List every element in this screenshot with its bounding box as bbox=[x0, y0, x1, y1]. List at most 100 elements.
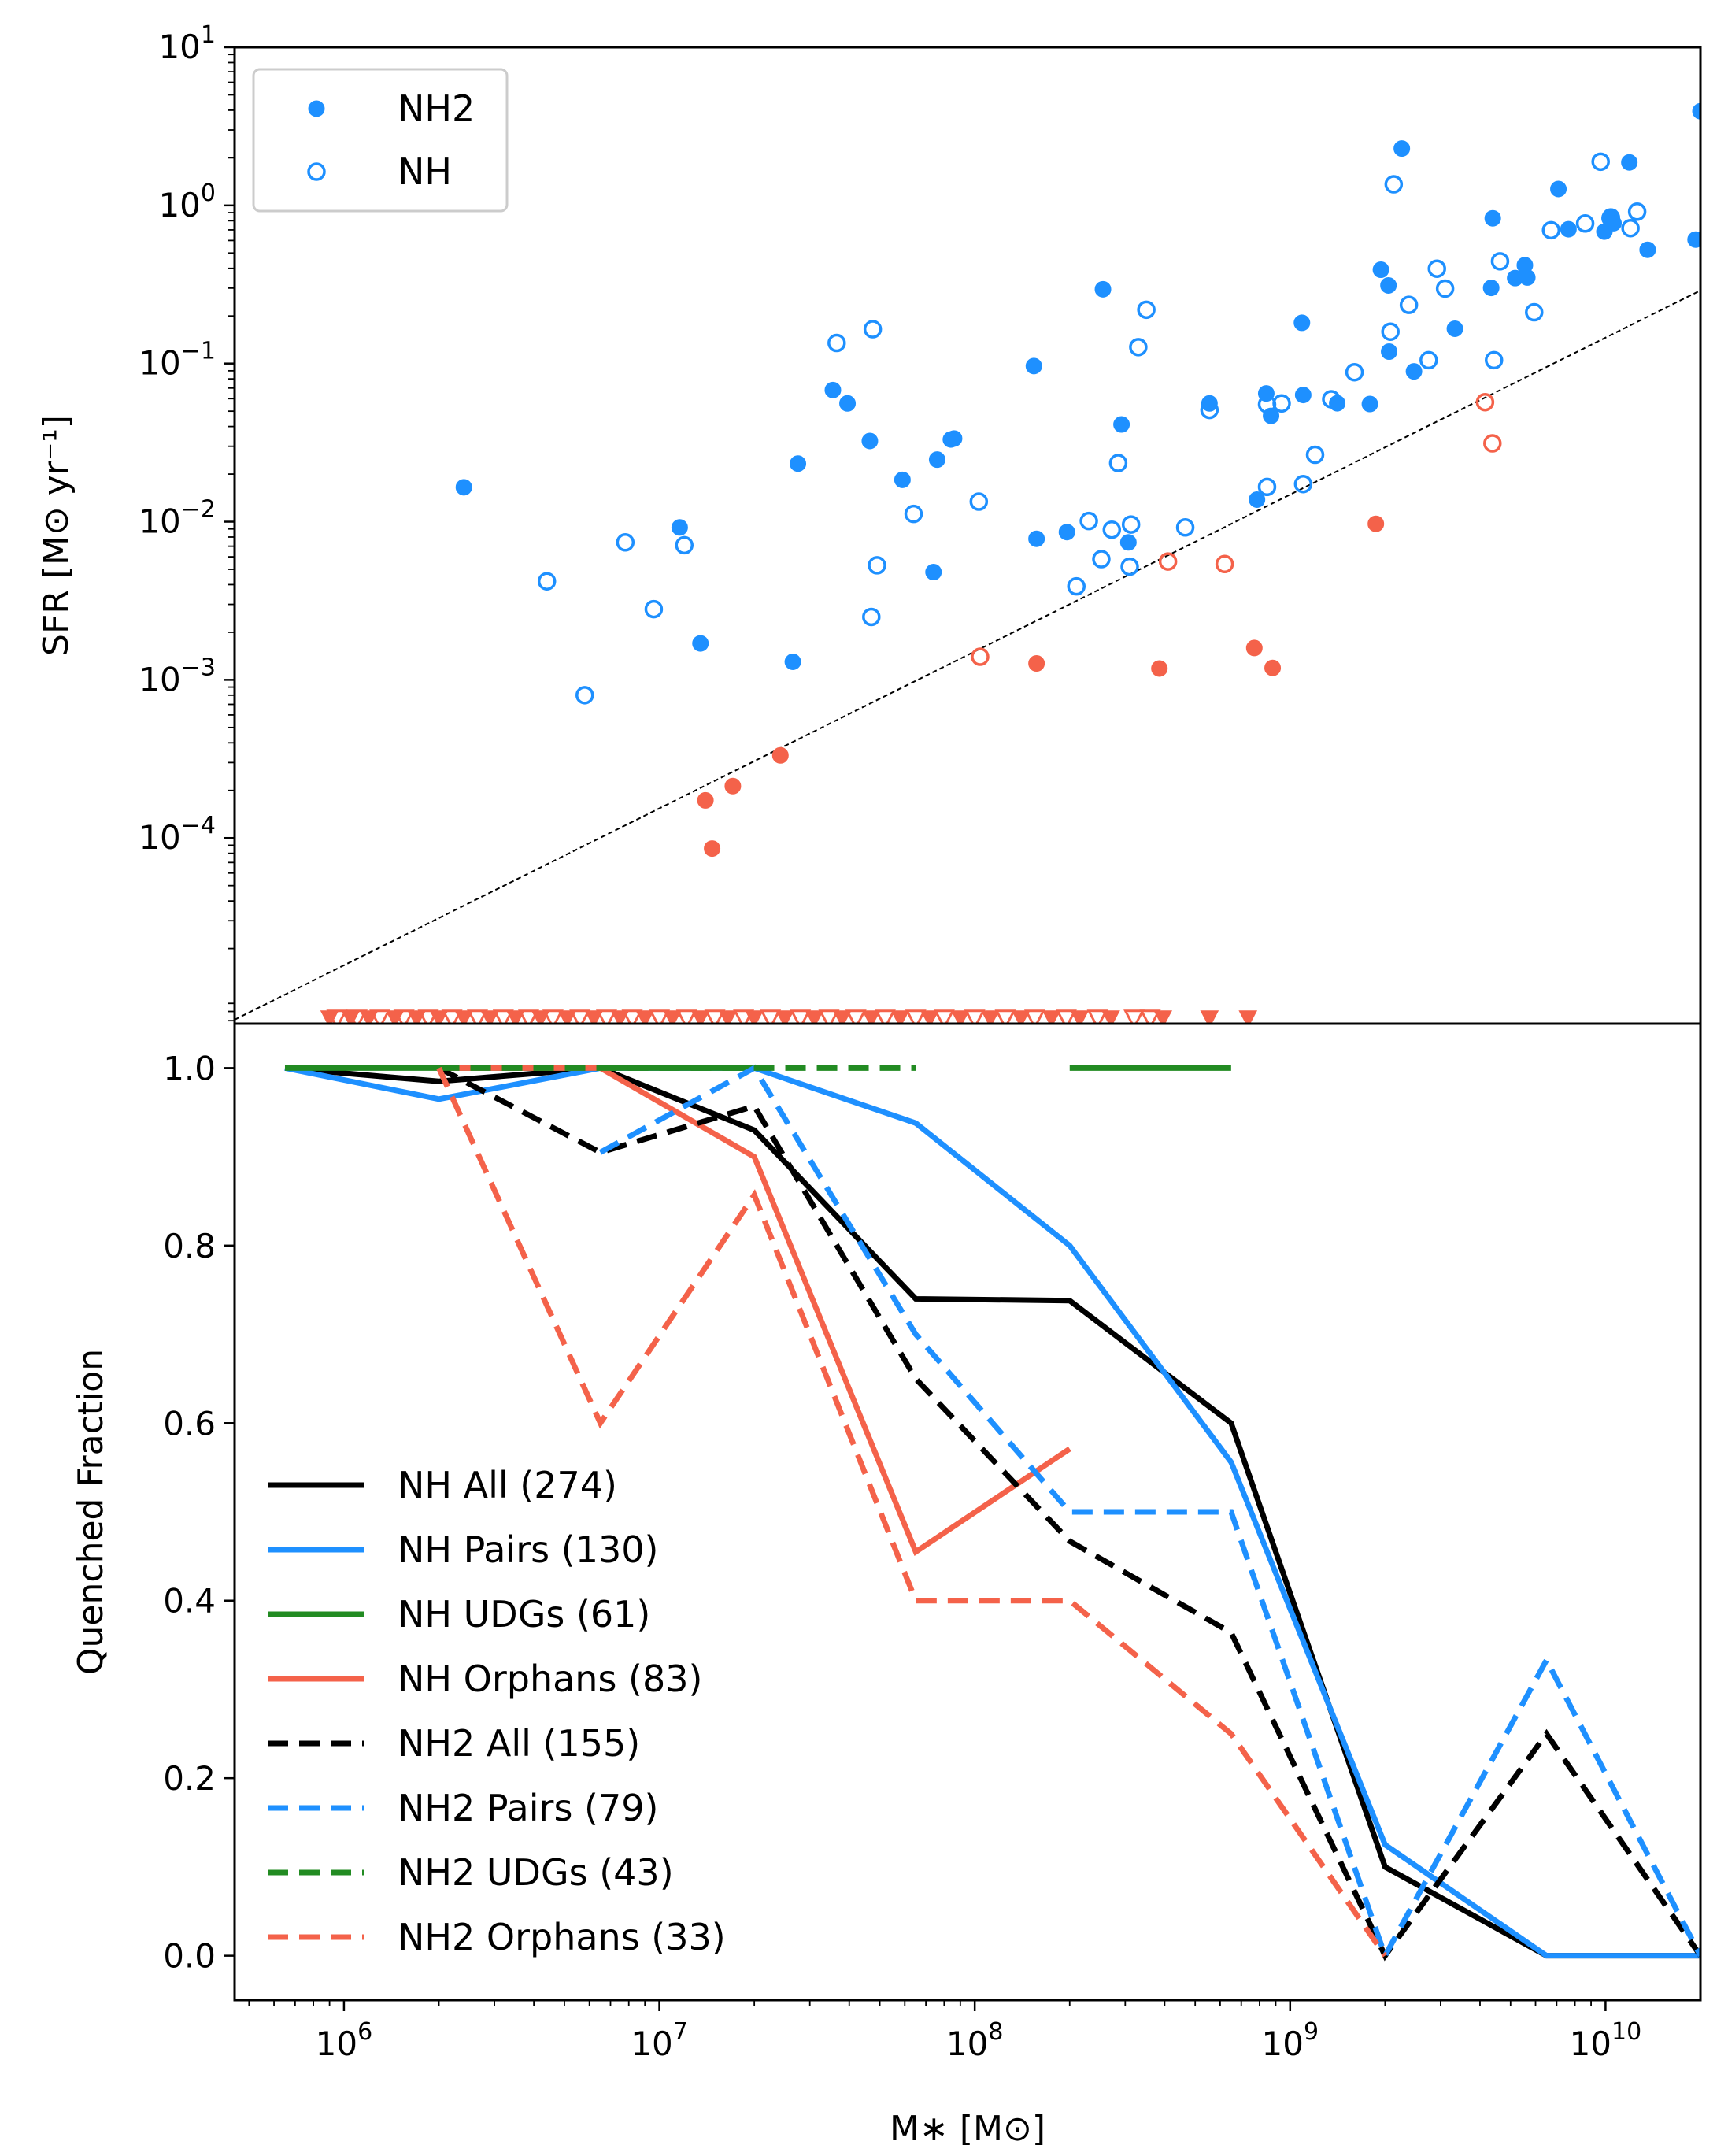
nh-star-forming-point bbox=[1525, 302, 1544, 322]
nh2-orphans-33-line bbox=[436, 1066, 1388, 1958]
nh-upper-limit-point bbox=[1086, 1009, 1108, 1024]
nh-star-forming-point bbox=[862, 607, 881, 627]
nh2-star-forming-point bbox=[1028, 530, 1045, 547]
nh-upper-limit-point bbox=[417, 1009, 439, 1024]
nh-star-forming-point bbox=[1627, 202, 1647, 221]
nh-upper-limit-point bbox=[1023, 1009, 1045, 1024]
nh-star-forming-point bbox=[1484, 350, 1504, 370]
nh-star-forming-point bbox=[904, 504, 923, 524]
nh-star-forming-point bbox=[1272, 394, 1291, 413]
nh2-quenched-point bbox=[1151, 660, 1168, 677]
top-y-tick-label: 10−3 bbox=[139, 654, 216, 698]
nh-star-forming-point bbox=[1490, 252, 1510, 271]
x-tick-label: 1010 bbox=[1570, 2018, 1642, 2063]
nh-upper-limit-point bbox=[326, 1009, 348, 1024]
nh-star-forming-point bbox=[616, 533, 635, 552]
nh-upper-limit-point bbox=[569, 1009, 591, 1024]
nh2-star-forming-point bbox=[824, 381, 842, 398]
bottom-panel-frame bbox=[233, 1022, 1702, 2002]
nh2-star-forming-point bbox=[1639, 241, 1656, 258]
nh-upper-limit-point bbox=[595, 1009, 617, 1024]
nh2-star-forming-point bbox=[1621, 154, 1638, 171]
nh-star-forming-point bbox=[1399, 295, 1419, 314]
nh2-upper-limit-point bbox=[1011, 1010, 1031, 1024]
nh-star-forming-point bbox=[1305, 445, 1325, 465]
nh2-upper-limit-point bbox=[718, 1010, 738, 1024]
nh-star-forming-point bbox=[1591, 152, 1610, 172]
nh-star-forming-point bbox=[1381, 322, 1400, 341]
nh-star-forming-point bbox=[575, 686, 594, 705]
top-y-ticks: 101 100 10−1 10−2 10−3 10−4 bbox=[139, 21, 235, 1022]
nh-upper-limit-point bbox=[760, 1009, 782, 1024]
nh2-star-forming-point bbox=[1393, 140, 1411, 157]
nh-star-forming-point bbox=[1575, 214, 1595, 233]
nh2-upper-limit-point bbox=[663, 1010, 682, 1024]
nh-upper-limit-point bbox=[933, 1009, 955, 1024]
nh-star-forming-point bbox=[1108, 454, 1128, 472]
nh2-star-forming-point bbox=[692, 635, 709, 652]
bottom-legend-label: NH UDGs (61) bbox=[398, 1593, 650, 1636]
top-legend-label: NH2 bbox=[398, 87, 475, 130]
top-legend-marker bbox=[308, 100, 325, 117]
top-plot-area bbox=[235, 102, 1700, 1024]
top-legend-label: NH bbox=[398, 150, 452, 193]
nh-star-forming-point bbox=[1257, 477, 1277, 497]
nh-quenched-point bbox=[1158, 552, 1178, 571]
nh2-upper-limit-point bbox=[557, 1010, 577, 1024]
nh2-star-forming-point bbox=[1293, 314, 1311, 332]
nh2-quenched-point bbox=[1028, 655, 1045, 672]
nh2-quenched-point bbox=[697, 791, 714, 809]
nh2-star-forming-point bbox=[1372, 261, 1389, 279]
nh2-upper-limit-point bbox=[890, 1010, 910, 1024]
nh2-upper-limit-point bbox=[1042, 1010, 1061, 1024]
top-y-tick-label: 10−4 bbox=[139, 812, 216, 857]
nh2-upper-limit-point bbox=[1238, 1010, 1258, 1024]
nh-upper-limit-point bbox=[905, 1009, 927, 1024]
nh-upper-limit-point bbox=[649, 1009, 671, 1024]
nh2-star-forming-point bbox=[1249, 491, 1266, 508]
nh2-quenched-point bbox=[1367, 515, 1385, 532]
nh2-star-forming-point bbox=[1058, 524, 1075, 541]
x-tick-label: 107 bbox=[631, 2018, 688, 2063]
nh-upper-limit-point bbox=[369, 1009, 391, 1024]
nh2-quenched-point bbox=[1245, 639, 1263, 657]
nh-star-forming-point bbox=[1419, 350, 1438, 370]
x-tick-label: 108 bbox=[946, 2018, 1004, 2063]
nh2-star-forming-point bbox=[1519, 269, 1536, 286]
bottom-y-tick-label: 0.2 bbox=[163, 1759, 216, 1798]
nh2-quenched-point bbox=[1264, 659, 1282, 676]
bottom-y-tick-label: 1.0 bbox=[163, 1049, 216, 1087]
nh2-star-forming-point bbox=[1119, 534, 1137, 551]
nh-star-forming-point bbox=[868, 556, 886, 575]
x-axis-label: M∗ [M⊙] bbox=[890, 2109, 1045, 2149]
nh-star-forming-point bbox=[1067, 576, 1086, 596]
x-tick-label: 109 bbox=[1262, 2018, 1319, 2063]
nh2-star-forming-point bbox=[894, 471, 911, 488]
nh-star-forming-point bbox=[1621, 218, 1640, 238]
nh2-star-forming-point bbox=[1380, 276, 1397, 294]
nh-star-forming-point bbox=[863, 320, 883, 339]
top-y-tick-label: 10−1 bbox=[139, 338, 216, 383]
nh-star-forming-point bbox=[1175, 518, 1195, 537]
nh-star-forming-point bbox=[1200, 400, 1219, 420]
nh-upper-limit-point bbox=[1123, 1009, 1145, 1024]
nh2-star-forming-point bbox=[1692, 102, 1700, 120]
nh2-star-forming-point bbox=[1446, 320, 1463, 337]
nh-star-forming-point bbox=[1121, 515, 1141, 534]
nh2-upper-limit-point bbox=[920, 1010, 939, 1024]
nh2-upper-limit-point bbox=[635, 1010, 655, 1024]
nh2-upper-limit-point bbox=[690, 1010, 710, 1024]
nh-upper-limit-point bbox=[675, 1009, 697, 1024]
nh2-upper-limit-point bbox=[1070, 1010, 1090, 1024]
nh-upper-limit-point bbox=[621, 1009, 643, 1024]
nh-star-forming-point bbox=[1120, 557, 1139, 576]
nh-star-forming-point bbox=[1541, 220, 1560, 240]
nh-star-forming-point bbox=[1079, 511, 1098, 531]
bottom-legend-label: NH2 All (155) bbox=[398, 1722, 640, 1765]
nh2-upper-limit-point bbox=[1101, 1010, 1120, 1024]
nh2-star-forming-point bbox=[839, 395, 857, 412]
nh2-upper-limit-point bbox=[805, 1010, 824, 1024]
nh-upper-limit-point bbox=[733, 1009, 755, 1024]
nh-star-forming-point bbox=[827, 333, 846, 353]
nh2-upper-limit-point bbox=[951, 1010, 970, 1024]
